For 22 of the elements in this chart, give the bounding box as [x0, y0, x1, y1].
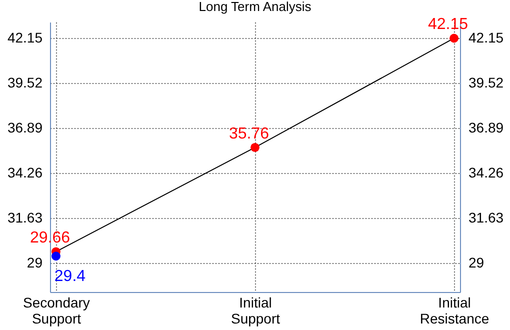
- x-tick-label: Initial Resistance: [420, 294, 490, 326]
- x-tick-label: Initial Support: [230, 294, 280, 326]
- x-tick-label: Secondary Support: [23, 294, 90, 326]
- y2-tick-label: 34.26: [468, 164, 504, 181]
- y-tick-label: 34.26: [7, 164, 43, 181]
- y-tick-label: 29: [26, 254, 43, 270]
- y-tick-label: 39.52: [7, 74, 43, 91]
- y2-tick-label: 29: [468, 254, 484, 270]
- y2-tick-label: 39.52: [468, 74, 504, 91]
- data-label: 29.4: [54, 268, 86, 286]
- y-tick-label: 31.63: [7, 210, 43, 226]
- point: [52, 252, 60, 261]
- point: [250, 142, 260, 152]
- point: [450, 34, 458, 43]
- data-label: 35.76: [228, 125, 270, 142]
- y-tick-label: 36.89: [7, 120, 43, 136]
- y2-tick-label: 36.89: [468, 120, 504, 136]
- y2-tick-label: 31.63: [468, 210, 504, 226]
- data-label: 42.15: [428, 16, 468, 34]
- y-tick-label: 42.15: [7, 30, 43, 46]
- chart-title: Long Term Analysis: [198, 0, 312, 14]
- y2-tick-label: 42.15: [468, 30, 504, 46]
